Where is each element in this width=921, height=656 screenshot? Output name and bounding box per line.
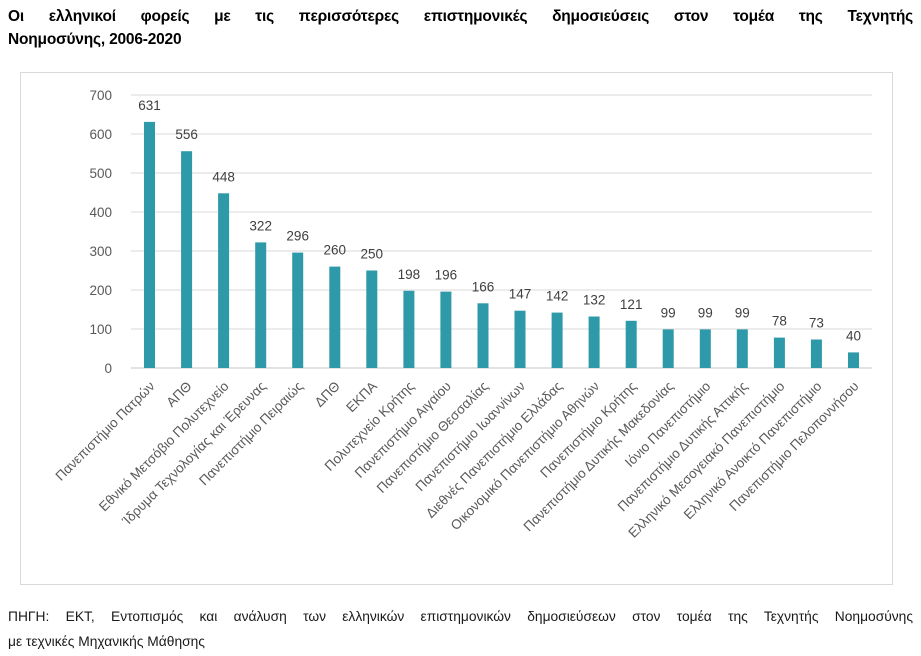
bar bbox=[329, 266, 341, 368]
bar bbox=[848, 352, 859, 368]
bar-value-label: 73 bbox=[809, 316, 824, 331]
chart-area: 0 100 200 300 400 500 600 700 631 Πανεπιστήμιο Πα… bbox=[20, 72, 893, 585]
chart-title-line-2: Νοημοσύνης, 2006-2020 bbox=[8, 31, 182, 48]
bar bbox=[773, 337, 785, 368]
bar bbox=[810, 339, 822, 368]
source-note-line-1: ΠΗΓΗ: ΕΚΤ, Εντοπισμός και ανάλυση των ελ… bbox=[8, 609, 913, 624]
bar-value-label: 166 bbox=[472, 279, 495, 294]
bar-value-label: 99 bbox=[735, 305, 750, 320]
bar bbox=[255, 242, 267, 368]
bar bbox=[144, 121, 155, 369]
bar bbox=[440, 291, 452, 368]
bar-value-label: 322 bbox=[249, 218, 272, 233]
bar-value-label: 40 bbox=[846, 328, 861, 343]
bar bbox=[218, 193, 230, 368]
bar-value-label: 196 bbox=[435, 268, 458, 283]
bar bbox=[551, 312, 563, 368]
bar bbox=[403, 290, 415, 368]
bar-value-label: 260 bbox=[324, 243, 347, 258]
bar bbox=[477, 303, 489, 368]
bar bbox=[366, 270, 378, 368]
bar-value-label: 296 bbox=[286, 229, 309, 244]
bar-value-label: 198 bbox=[398, 267, 421, 282]
bar-value-label: 99 bbox=[698, 305, 713, 320]
bar-value-label: 121 bbox=[620, 297, 643, 312]
bar bbox=[181, 151, 193, 368]
bar bbox=[625, 320, 637, 368]
y-axis-tick-label: 100 bbox=[89, 322, 112, 337]
bar bbox=[699, 329, 711, 368]
y-axis-tick-label: 500 bbox=[89, 166, 112, 181]
y-axis-tick-label: 700 bbox=[89, 88, 112, 103]
source-note-line-2: με τεχνικές Μηχανικής Μάθησης bbox=[8, 634, 205, 649]
bar-value-label: 99 bbox=[661, 305, 676, 320]
y-axis-tick-label: 600 bbox=[89, 127, 112, 142]
chart-title: Οι ελληνικοί φορείς με τις περισσότερες … bbox=[8, 5, 913, 51]
bar-value-label: 448 bbox=[212, 169, 235, 184]
y-axis-tick-label: 400 bbox=[89, 205, 112, 220]
bar-value-label: 142 bbox=[546, 289, 569, 304]
bar-value-label: 132 bbox=[583, 293, 606, 308]
x-axis-category-label: ΑΠΘ bbox=[163, 379, 194, 410]
bar bbox=[514, 310, 526, 368]
bar-value-label: 556 bbox=[175, 127, 198, 142]
bar bbox=[736, 329, 748, 368]
bar-value-label: 250 bbox=[361, 247, 384, 262]
bar bbox=[588, 316, 600, 368]
bar-value-label: 147 bbox=[509, 287, 532, 302]
bar bbox=[292, 252, 304, 368]
x-axis-category-label: ΔΠΘ bbox=[312, 379, 343, 410]
bar bbox=[662, 329, 674, 368]
source-note: ΠΗΓΗ: ΕΚΤ, Εντοπισμός και ανάλυση των ελ… bbox=[8, 604, 913, 654]
bar-value-label: 631 bbox=[138, 98, 161, 113]
y-axis-tick-label: 200 bbox=[89, 283, 112, 298]
chart-title-line-1: Οι ελληνικοί φορείς με τις περισσότερες … bbox=[8, 8, 913, 25]
y-axis-tick-label: 300 bbox=[89, 244, 112, 259]
y-axis-tick-label: 0 bbox=[104, 361, 112, 376]
bar-value-label: 78 bbox=[772, 314, 787, 329]
